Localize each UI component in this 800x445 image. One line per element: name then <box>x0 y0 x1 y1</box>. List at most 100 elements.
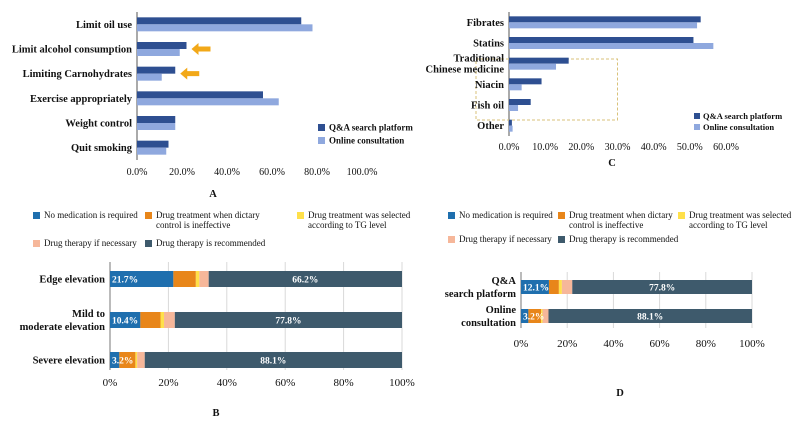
bar-online <box>509 105 519 111</box>
panel-label-a: A <box>209 189 217 200</box>
bar-qa <box>137 140 169 148</box>
category-label: Statins <box>473 39 504 50</box>
bar-value-label: 3.2% <box>112 357 133 367</box>
bar-segment <box>521 309 529 323</box>
bar-segment <box>119 352 136 368</box>
legend-label: No medication is required <box>459 210 553 220</box>
x-tick-label: 40.0% <box>214 167 240 178</box>
arrow-annotation <box>191 43 211 55</box>
legend-label: according to TG level <box>308 220 387 230</box>
bar-segment <box>110 271 174 287</box>
bar-online <box>137 49 180 56</box>
bar-segment <box>137 352 145 368</box>
category-label: Limit oil use <box>76 20 132 31</box>
legend-label: Drug treatment was selected <box>308 210 411 220</box>
legend-swatch <box>678 212 685 219</box>
bar-value-label: 3.2% <box>523 313 544 323</box>
legend-swatch <box>318 124 325 131</box>
category-label: search platform <box>445 289 517 300</box>
category-label: Fibrates <box>467 18 504 29</box>
x-tick-label: 10.0% <box>532 142 558 153</box>
x-tick-label: 60% <box>650 338 670 350</box>
legend-label: according to TG level <box>689 220 768 230</box>
category-label: Edge elevation <box>39 275 105 286</box>
legend-swatch <box>297 212 304 219</box>
x-tick-label: 20.0% <box>169 167 195 178</box>
bar-online <box>509 125 513 132</box>
x-tick-label: 100% <box>389 377 415 389</box>
bar-qa <box>509 78 542 85</box>
category-label: Severe elevation <box>33 356 106 367</box>
bar-qa <box>137 91 263 99</box>
category-label: Weight control <box>65 119 132 130</box>
legend-swatch <box>145 212 152 219</box>
x-tick-label: 100.0% <box>347 167 378 178</box>
legend-label: control is ineffective <box>569 220 643 230</box>
bar-segment <box>160 312 165 328</box>
bar-segment <box>548 309 752 323</box>
arrow-icon <box>191 43 211 55</box>
category-label: Mild to <box>72 309 105 320</box>
bar-value-label: 77.8% <box>275 317 301 327</box>
category-label: Chinese medicine <box>426 65 505 76</box>
bar-online <box>509 63 557 70</box>
bar-qa <box>509 119 512 126</box>
bar-value-label: 77.8% <box>649 284 675 294</box>
x-tick-label: 20% <box>158 377 178 389</box>
bar-value-label: 66.2% <box>292 276 318 286</box>
bar-value-label: 88.1% <box>637 313 663 323</box>
x-tick-label: 30.0% <box>605 142 631 153</box>
x-tick-label: 60.0% <box>713 142 739 153</box>
category-label: Traditional <box>453 54 504 65</box>
legend-label: Drug treatment when dictary <box>569 210 673 220</box>
legend-swatch <box>694 113 700 119</box>
legend-swatch <box>318 137 325 144</box>
bar-qa <box>137 17 302 25</box>
panel-label-c: C <box>608 158 616 169</box>
bar-online <box>137 147 167 155</box>
x-tick-label: 0.0% <box>499 142 520 153</box>
category-label: consultation <box>461 318 516 329</box>
x-tick-label: 20% <box>557 338 577 350</box>
bar-segment <box>140 312 161 328</box>
bar-segment <box>521 280 549 294</box>
x-tick-label: 0% <box>103 377 118 389</box>
bar-segment <box>528 309 542 323</box>
category-label: Niacin <box>475 80 504 91</box>
x-tick-label: 60.0% <box>259 167 285 178</box>
legend-label: Q&A search platform <box>703 111 782 121</box>
legend-label: control is ineffective <box>156 220 230 230</box>
bar-value-label: 21.7% <box>112 276 138 286</box>
bar-segment <box>110 352 120 368</box>
bar-qa <box>509 99 531 105</box>
bar-qa <box>137 42 187 49</box>
bar-value-label: 10.4% <box>112 317 138 327</box>
legend-label: Drug therapy if necessary <box>459 234 552 244</box>
legend-swatch <box>33 212 40 219</box>
bar-online <box>137 123 176 130</box>
x-tick-label: 50.0% <box>677 142 703 153</box>
panel-label-d: D <box>616 388 624 399</box>
bar-qa <box>509 57 569 64</box>
legend-label: Drug treatment when dictary <box>156 210 260 220</box>
legend-label: Drug therapy if necessary <box>44 238 137 248</box>
bar-segment <box>174 312 402 328</box>
legend-swatch <box>33 240 40 247</box>
category-label: Other <box>477 121 504 132</box>
x-tick-label: 20.0% <box>568 142 594 153</box>
legend-label: Drug therapy is recommended <box>156 238 266 248</box>
legend-label: Drug therapy is recommended <box>569 234 679 244</box>
bar-online <box>137 24 313 32</box>
legend-swatch <box>558 236 565 243</box>
panel-label-b: B <box>212 408 219 419</box>
x-tick-label: 80% <box>334 377 354 389</box>
arrow-annotation <box>180 67 200 80</box>
bar-segment <box>572 280 752 294</box>
bar-value-label: 12.1% <box>523 284 549 294</box>
bar-qa <box>137 116 176 123</box>
legend-label: Drug treatment was selected <box>689 210 792 220</box>
legend-swatch <box>694 124 700 130</box>
bar-qa <box>509 37 694 43</box>
bar-segment <box>541 309 543 323</box>
